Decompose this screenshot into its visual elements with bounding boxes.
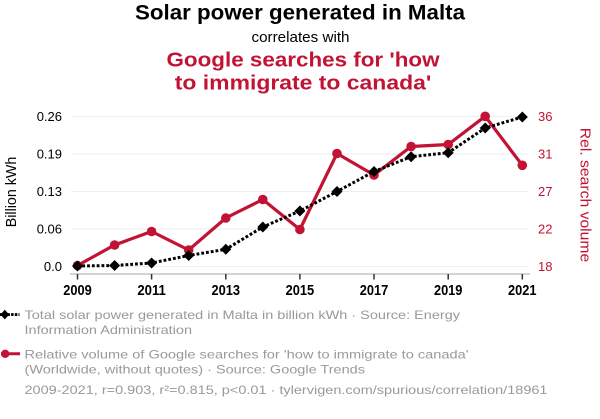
svg-text:2021: 2021 <box>508 282 537 299</box>
svg-text:2011: 2011 <box>137 282 166 299</box>
svg-text:2019: 2019 <box>434 282 463 299</box>
svg-text:Information Administration: Information Administration <box>25 323 193 337</box>
svg-text:2017: 2017 <box>360 282 389 299</box>
svg-text:Relative volume of Google sear: Relative volume of Google searches for '… <box>25 347 469 361</box>
svg-text:correlates with: correlates with <box>252 30 350 46</box>
svg-text:0.13: 0.13 <box>37 184 62 199</box>
svg-text:Billion kWh: Billion kWh <box>3 157 20 228</box>
svg-text:0.19: 0.19 <box>37 146 62 161</box>
svg-text:0.0: 0.0 <box>44 259 62 274</box>
svg-text:Rel. search volume: Rel. search volume <box>577 128 594 263</box>
svg-text:2015: 2015 <box>286 282 315 299</box>
svg-text:2009: 2009 <box>63 282 92 299</box>
svg-text:(Worldwide, without quotes) ·: (Worldwide, without quotes) · Source: Go… <box>25 362 366 376</box>
svg-text:Google searches for 'how: Google searches for 'how <box>167 49 440 72</box>
svg-text:27: 27 <box>538 184 552 199</box>
svg-text:22: 22 <box>538 221 552 236</box>
svg-text:31: 31 <box>538 146 552 161</box>
svg-text:Total solar power generated in: Total solar power generated in Malta in … <box>25 308 461 322</box>
svg-text:36: 36 <box>538 109 552 124</box>
svg-text:Solar power generated in Malta: Solar power generated in Malta <box>135 2 465 25</box>
svg-text:0.26: 0.26 <box>37 109 62 124</box>
svg-text:0.06: 0.06 <box>37 221 62 236</box>
svg-text:2009-2021, r=0.903, r²=0.815,: 2009-2021, r=0.903, r²=0.815, p<0.01 · t… <box>25 383 548 397</box>
svg-text:18: 18 <box>538 259 552 274</box>
svg-text:to immigrate to canada': to immigrate to canada' <box>175 72 432 95</box>
svg-text:2013: 2013 <box>212 282 241 299</box>
